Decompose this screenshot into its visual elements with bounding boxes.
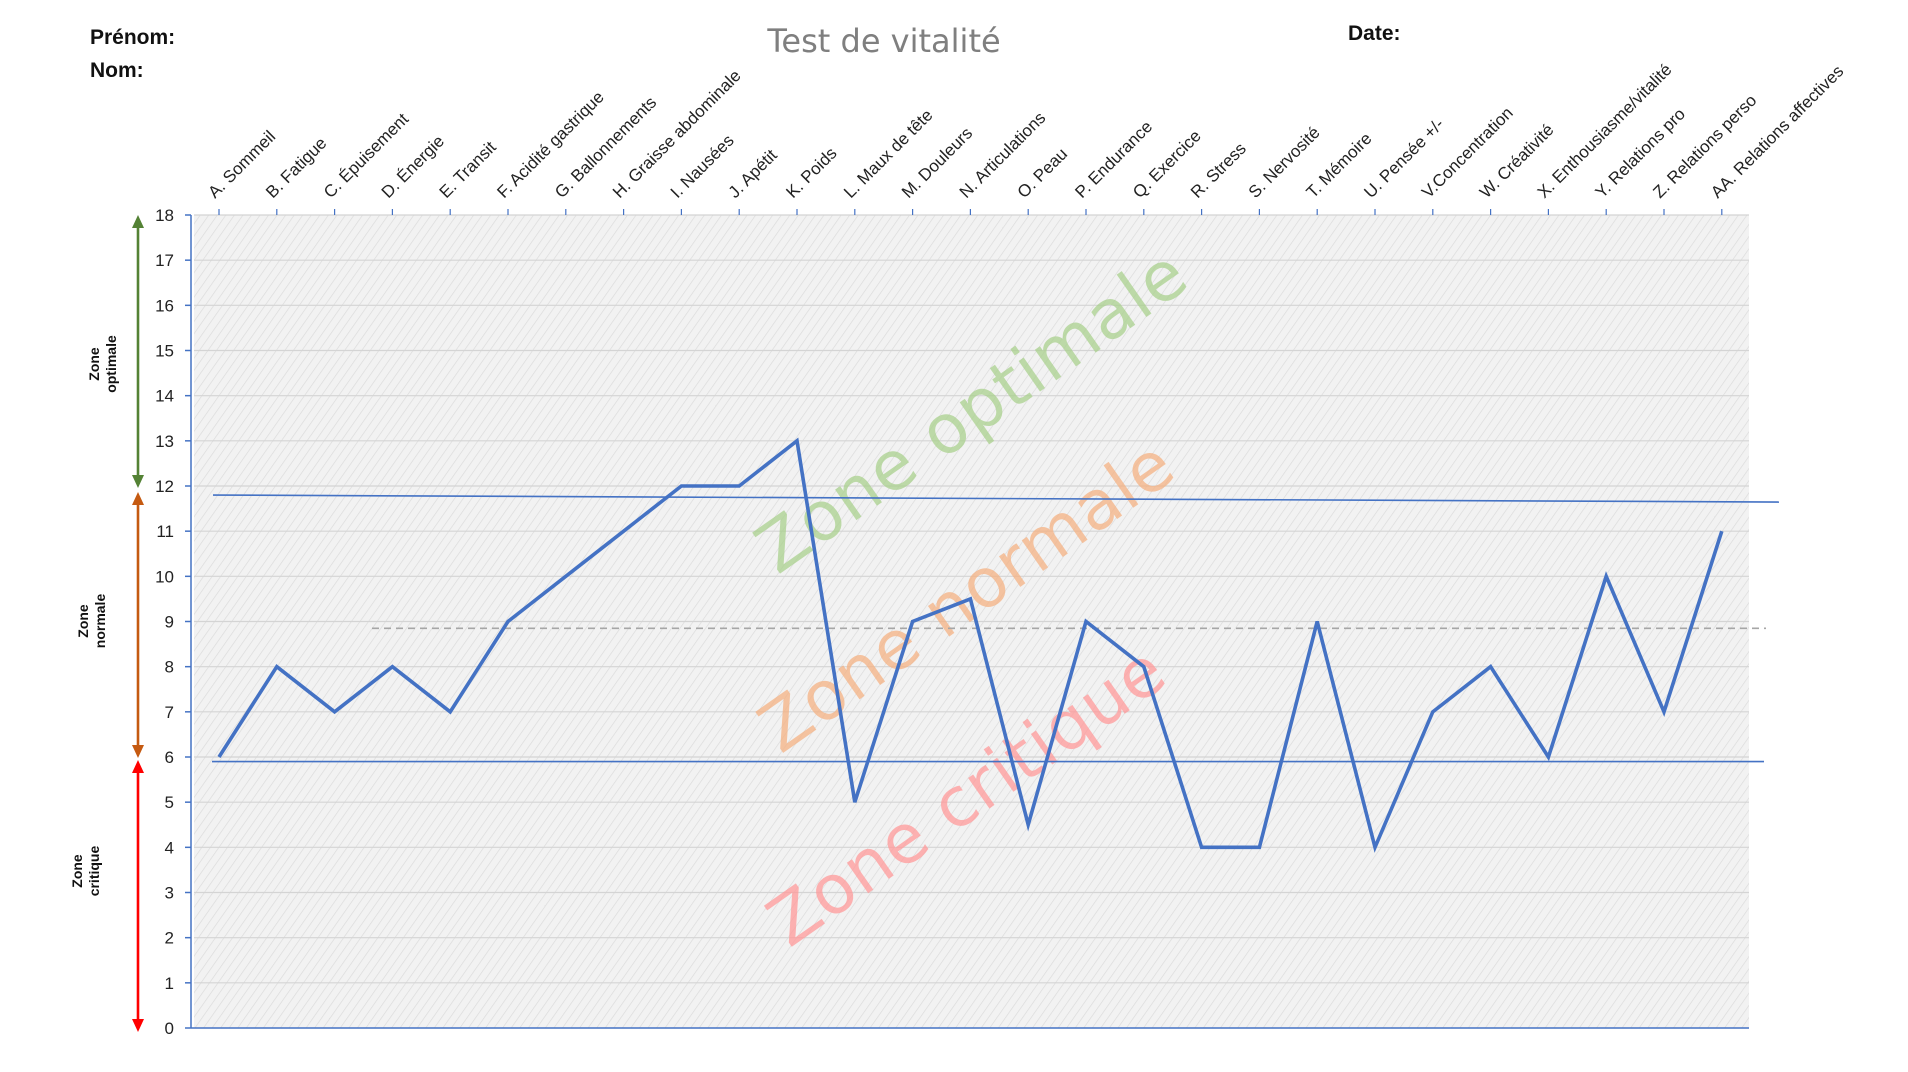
y-tick-label: 1 [165, 974, 174, 993]
x-tick-label: G. Ballonnements [551, 93, 660, 202]
y-tick-label: 5 [165, 793, 174, 812]
prenom-label: Prénom: [90, 26, 175, 49]
y-tick-label: 0 [165, 1019, 174, 1038]
y-tick-label: 11 [156, 522, 174, 541]
nom-label: Nom: [90, 59, 144, 82]
x-tick-label: K. Poids [782, 144, 840, 202]
y-tick-label: 12 [155, 477, 174, 496]
y-tick-label: 2 [165, 929, 174, 948]
critical-zone-label: Zone critique [69, 846, 102, 897]
critical-zone-arrow [132, 760, 144, 1032]
normal-zone-label: Zone normale [75, 594, 108, 649]
series-line [217, 437, 1724, 853]
x-tick-label: R. Stress [1187, 139, 1250, 202]
x-tick-label: Z. Relations perso [1649, 91, 1760, 202]
x-tick-label: O. Peau [1014, 144, 1072, 202]
normal-zone-arrow [132, 492, 144, 758]
axes [185, 209, 1749, 1029]
svg-text:optimale: optimale [103, 335, 119, 393]
y-tick-label: 8 [165, 658, 174, 677]
optimal-zone-label: Zone optimale [86, 335, 119, 393]
y-tick-label: 10 [155, 567, 174, 586]
date-label: Date: [1348, 22, 1401, 45]
y-tick-label: 3 [165, 884, 174, 903]
y-tick-label: 13 [155, 432, 174, 451]
y-tick-label: 18 [155, 206, 174, 225]
svg-text:Zone: Zone [69, 854, 85, 888]
svg-text:normale: normale [92, 594, 108, 649]
y-tick-label: 7 [165, 703, 174, 722]
optimal-zone-arrow [132, 215, 144, 488]
gridlines [194, 214, 1749, 984]
y-tick-label: 4 [165, 838, 174, 857]
y-tick-label: 14 [155, 387, 174, 406]
svg-text:Zone: Zone [75, 604, 91, 638]
upper-threshold-line [212, 494, 1780, 503]
svg-text:Zone: Zone [86, 347, 102, 381]
y-tick-label: 16 [155, 296, 174, 315]
svg-text:critique: critique [86, 846, 102, 897]
y-tick-label: 17 [155, 251, 174, 270]
chart-title: Test de vitalité [766, 22, 1000, 60]
x-tick-label: J. Apétit [725, 145, 781, 201]
y-tick-label: 6 [165, 748, 174, 767]
reference-lines [212, 494, 1780, 763]
x-tick-label: F. Acidité gastrique [493, 87, 607, 201]
data-series [217, 437, 1724, 853]
y-tick-label: 15 [155, 342, 174, 361]
y-tick-label: 9 [165, 613, 174, 632]
